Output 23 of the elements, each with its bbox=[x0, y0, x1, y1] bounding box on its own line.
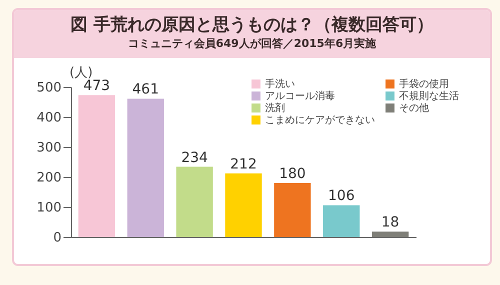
data-label: 106 bbox=[328, 188, 355, 204]
data-label: 180 bbox=[279, 166, 306, 182]
data-label: 461 bbox=[132, 82, 159, 98]
legend-label: 手袋の使用 bbox=[399, 78, 449, 90]
data-label: 473 bbox=[83, 78, 110, 94]
y-axis-title: (人) bbox=[70, 66, 93, 80]
y-tick-label: 400 bbox=[36, 110, 62, 126]
legend-label: 不規則な生活 bbox=[399, 90, 459, 102]
legend-label: 手洗い bbox=[265, 78, 295, 90]
legend-label: その他 bbox=[399, 102, 429, 114]
legend-label: 洗剤 bbox=[265, 102, 285, 114]
y-tick-label: 100 bbox=[36, 200, 62, 216]
y-tick-label: 500 bbox=[36, 80, 62, 96]
data-label: 18 bbox=[381, 214, 400, 231]
y-tick-label: 300 bbox=[36, 140, 62, 156]
legend-label: アルコール消毒 bbox=[265, 90, 335, 102]
chart-title: 図 手荒れの原因と思うものは？（複数回答可） bbox=[70, 14, 434, 36]
y-tick-label: 200 bbox=[36, 170, 62, 186]
data-label: 212 bbox=[230, 156, 257, 172]
legend-label: こまめにケアができない bbox=[265, 115, 375, 126]
y-tick-label: 0 bbox=[53, 230, 62, 246]
data-label: 234 bbox=[181, 150, 208, 166]
chart-subtitle: コミュニティ会員649人が回答／2015年6月実施 bbox=[126, 36, 378, 52]
